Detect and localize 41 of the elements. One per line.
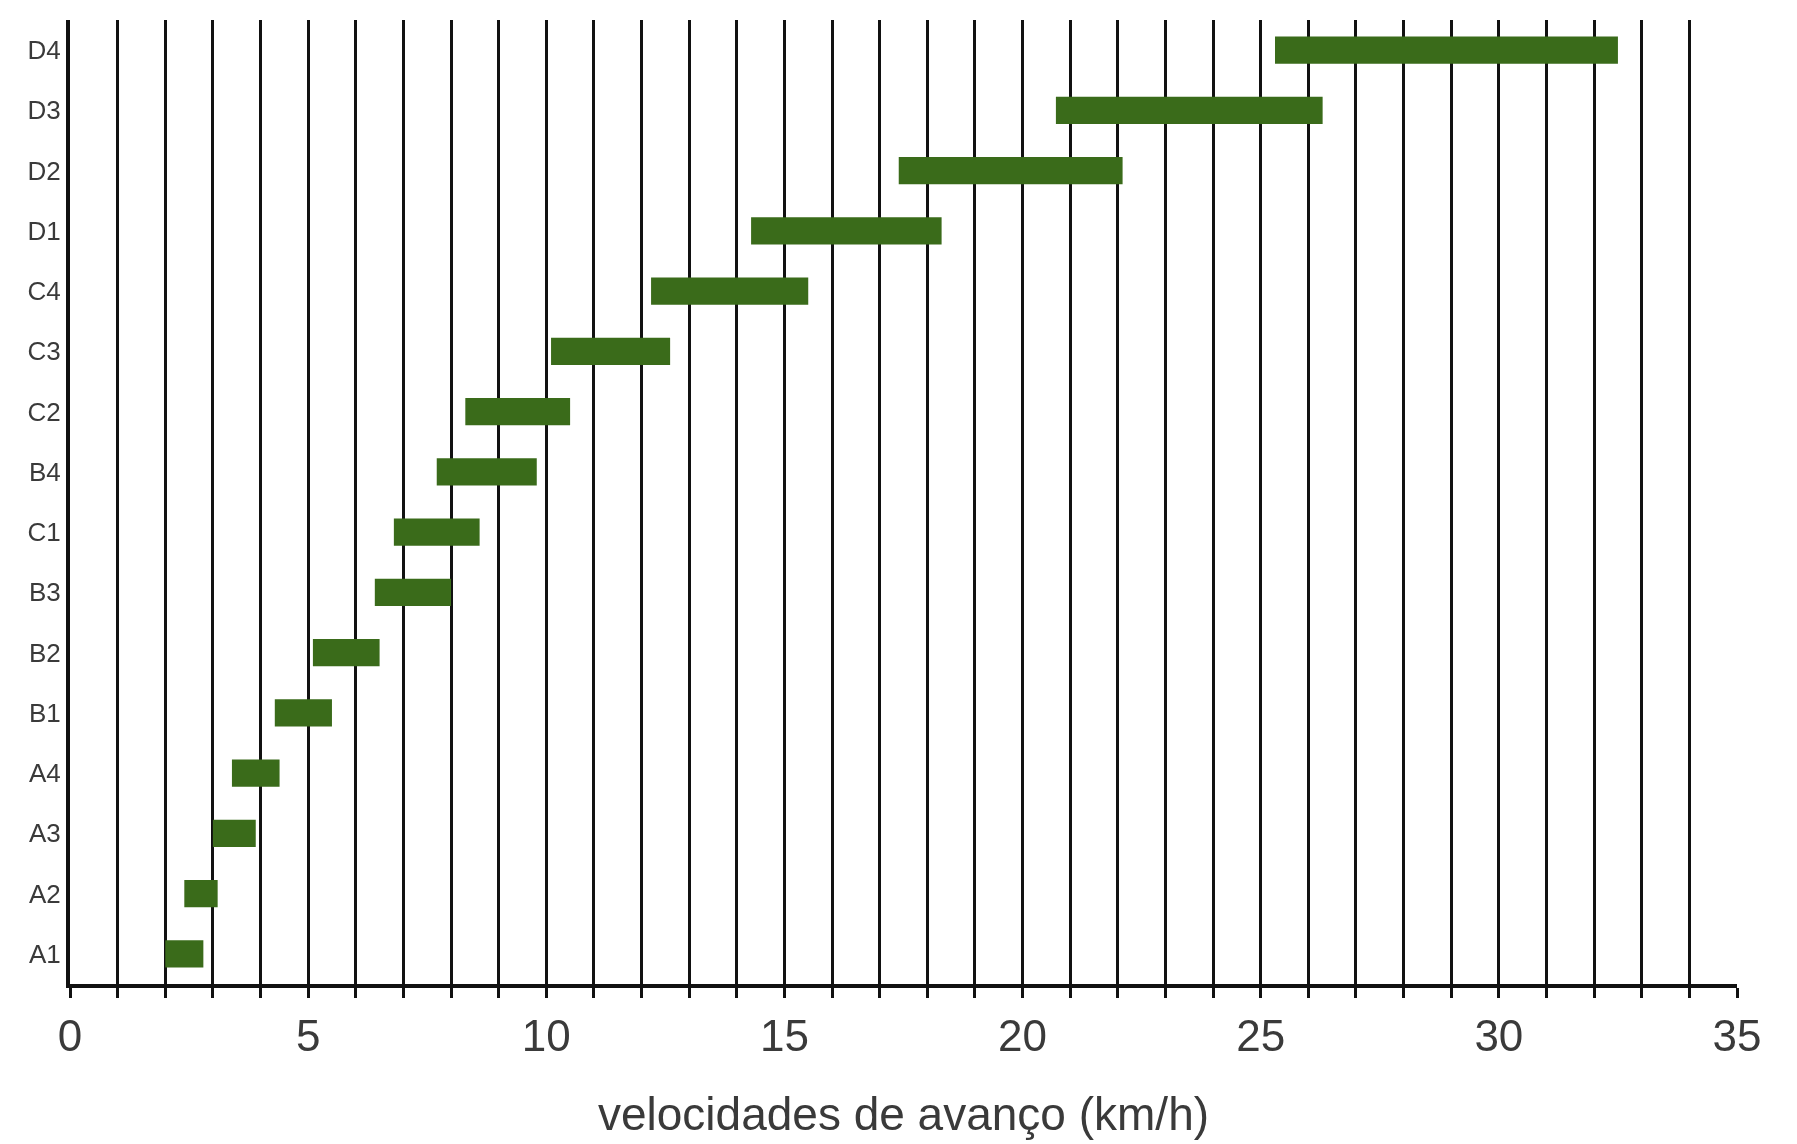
y-tick-label: A2 — [28, 878, 61, 909]
y-tick-label: C3 — [27, 336, 61, 367]
bar — [651, 277, 809, 305]
bar — [165, 940, 204, 968]
x-tick-label: 15 — [759, 1010, 809, 1060]
x-tick-label: 30 — [1474, 1010, 1524, 1060]
bar — [551, 337, 671, 365]
y-tick-label: B2 — [28, 637, 61, 668]
bar — [465, 398, 571, 426]
y-tick-label: D3 — [27, 95, 61, 126]
y-tick-label: D1 — [27, 215, 61, 246]
bar — [751, 217, 942, 245]
y-tick-label: B1 — [28, 697, 61, 728]
bar — [436, 458, 537, 486]
bar — [312, 639, 380, 667]
y-tick-label: C4 — [27, 276, 61, 307]
y-tick-label: C1 — [27, 517, 61, 548]
y-tick-label: D2 — [27, 155, 61, 186]
y-tick-label: B3 — [28, 577, 61, 608]
bar — [274, 699, 332, 727]
y-tick-label: A3 — [28, 818, 61, 849]
y-tick-label: A1 — [28, 938, 61, 969]
y-tick-label: B4 — [28, 456, 61, 487]
x-axis-title: velocidades de avanço (km/h) — [597, 1088, 1210, 1140]
bar — [231, 759, 280, 787]
bar — [374, 578, 452, 606]
x-tick-label: 35 — [1712, 1010, 1762, 1060]
bar — [898, 157, 1123, 185]
bar — [184, 880, 218, 908]
y-tick-label: A4 — [28, 758, 61, 789]
y-tick-label: D4 — [27, 35, 61, 66]
y-tick-label: C2 — [27, 396, 61, 427]
x-tick-label: 10 — [521, 1010, 571, 1060]
bar — [1275, 36, 1618, 64]
bar — [1055, 96, 1323, 124]
x-tick-label: 20 — [998, 1010, 1048, 1060]
x-tick-label: 0 — [57, 1010, 83, 1060]
bar — [393, 518, 480, 546]
x-tick-label: 5 — [295, 1010, 321, 1060]
bar — [212, 819, 256, 847]
x-tick-label: 25 — [1236, 1010, 1286, 1060]
